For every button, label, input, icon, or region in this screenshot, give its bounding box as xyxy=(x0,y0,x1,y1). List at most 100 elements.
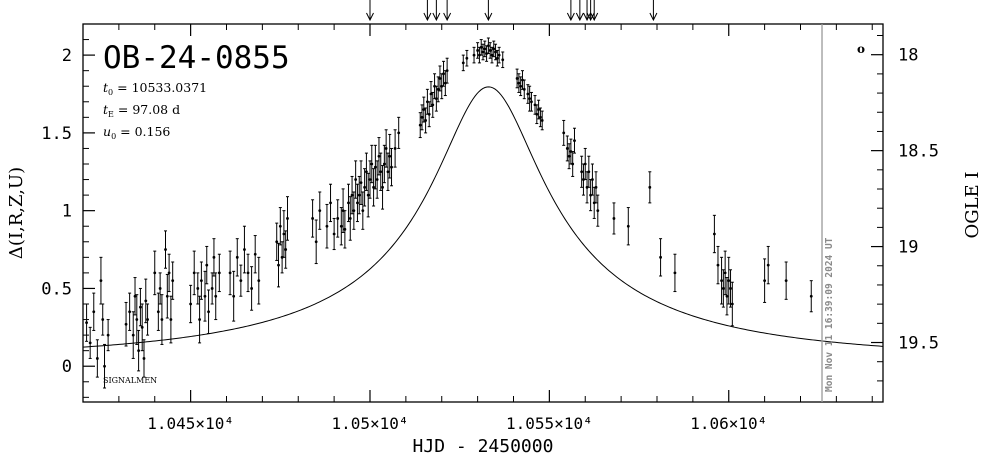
data-point xyxy=(587,170,591,174)
data-point xyxy=(626,224,630,228)
data-point xyxy=(483,47,487,51)
data-point xyxy=(583,162,587,166)
data-point xyxy=(784,279,788,283)
data-point xyxy=(343,227,347,231)
data-point xyxy=(329,201,332,205)
data-point xyxy=(397,131,401,135)
parameter-value: = 10533.0371 xyxy=(117,80,207,95)
data-point xyxy=(434,97,438,101)
data-point xyxy=(580,170,584,174)
model-curve xyxy=(82,86,884,348)
data-point xyxy=(375,178,379,181)
data-point xyxy=(347,201,350,205)
data-point xyxy=(530,100,533,104)
data-point xyxy=(386,170,390,174)
data-point xyxy=(422,108,426,111)
parameter-subscript: 0 xyxy=(108,88,113,97)
data-point xyxy=(479,45,483,49)
data-point xyxy=(140,325,144,329)
data-point xyxy=(253,252,257,256)
data-point xyxy=(214,294,218,298)
x-tick-label: 1.045×10⁴ xyxy=(147,414,234,433)
data-point xyxy=(167,271,171,275)
data-point xyxy=(497,53,501,57)
data-point xyxy=(427,112,431,116)
y-right-tick-label: 19 xyxy=(898,238,918,258)
data-point xyxy=(582,178,585,181)
data-point xyxy=(648,185,652,189)
data-point xyxy=(585,185,589,189)
data-point xyxy=(372,185,375,189)
parameter-value: = 97.08 d xyxy=(118,102,180,117)
data-point xyxy=(763,279,767,283)
data-point xyxy=(275,240,279,244)
data-point xyxy=(85,321,88,325)
data-point xyxy=(418,123,422,127)
data-point xyxy=(481,50,485,54)
x-tick-label: 1.06×10⁴ xyxy=(690,414,767,433)
data-point xyxy=(352,209,356,213)
data-point xyxy=(356,201,359,205)
x-tick-label: 1.055×10⁴ xyxy=(506,414,593,433)
data-point xyxy=(476,49,480,52)
data-point xyxy=(171,279,175,283)
data-point xyxy=(472,53,476,57)
data-point xyxy=(250,287,254,290)
data-point xyxy=(612,217,616,220)
data-point xyxy=(95,357,99,360)
plot-frame xyxy=(82,23,884,403)
data-point xyxy=(280,255,284,259)
data-point xyxy=(537,108,541,111)
data-point xyxy=(332,232,336,236)
data-point xyxy=(189,302,193,306)
parameter-subscript: E xyxy=(108,110,114,119)
data-point xyxy=(138,305,142,309)
observation-arrowhead xyxy=(590,12,599,22)
data-point xyxy=(388,154,392,158)
parameter-symbol: u xyxy=(103,124,111,139)
data-point xyxy=(721,287,725,290)
data-point xyxy=(565,147,569,150)
chart-title: OB-24-0855 xyxy=(103,40,290,76)
data-point xyxy=(370,162,374,166)
data-point xyxy=(135,318,139,321)
data-point xyxy=(212,255,216,259)
x-tick-label: 1.05×10⁴ xyxy=(331,414,408,433)
data-point xyxy=(492,47,496,51)
data-point xyxy=(766,263,770,267)
data-point xyxy=(196,287,200,290)
signalmen-label: SIGNALMEN xyxy=(103,376,157,385)
data-point xyxy=(160,318,164,321)
observation-arrows xyxy=(366,0,658,22)
data-point xyxy=(348,217,352,220)
data-point xyxy=(198,318,201,321)
observation-arrowhead xyxy=(423,12,432,22)
data-point xyxy=(596,209,600,213)
data-point xyxy=(156,310,160,314)
data-point xyxy=(99,279,103,283)
data-point xyxy=(277,263,280,267)
data-point xyxy=(431,103,435,107)
data-point xyxy=(727,279,731,283)
data-point xyxy=(311,217,314,220)
data-point xyxy=(217,271,221,275)
parameter-subscript: 0 xyxy=(111,132,116,141)
y-left-tick-label: 0.5 xyxy=(41,279,72,299)
data-point xyxy=(528,97,532,101)
x-axis-label: HJD - 2450000 xyxy=(413,436,554,457)
data-point xyxy=(424,119,428,122)
data-point xyxy=(379,170,383,174)
parameter-value: = 0.156 xyxy=(120,124,170,139)
data-point xyxy=(438,77,442,80)
data-point xyxy=(239,279,243,283)
y-left-tick-label: 1 xyxy=(62,202,72,222)
timestamp-watermark: Mon Nov 11 16:39:09 2024 UT xyxy=(824,237,835,392)
data-point xyxy=(725,294,729,298)
data-point xyxy=(465,56,469,60)
data-point xyxy=(659,255,662,259)
data-point xyxy=(318,209,322,213)
data-point xyxy=(341,209,345,213)
data-point xyxy=(232,294,236,298)
data-point xyxy=(461,61,465,65)
data-point xyxy=(339,224,343,228)
